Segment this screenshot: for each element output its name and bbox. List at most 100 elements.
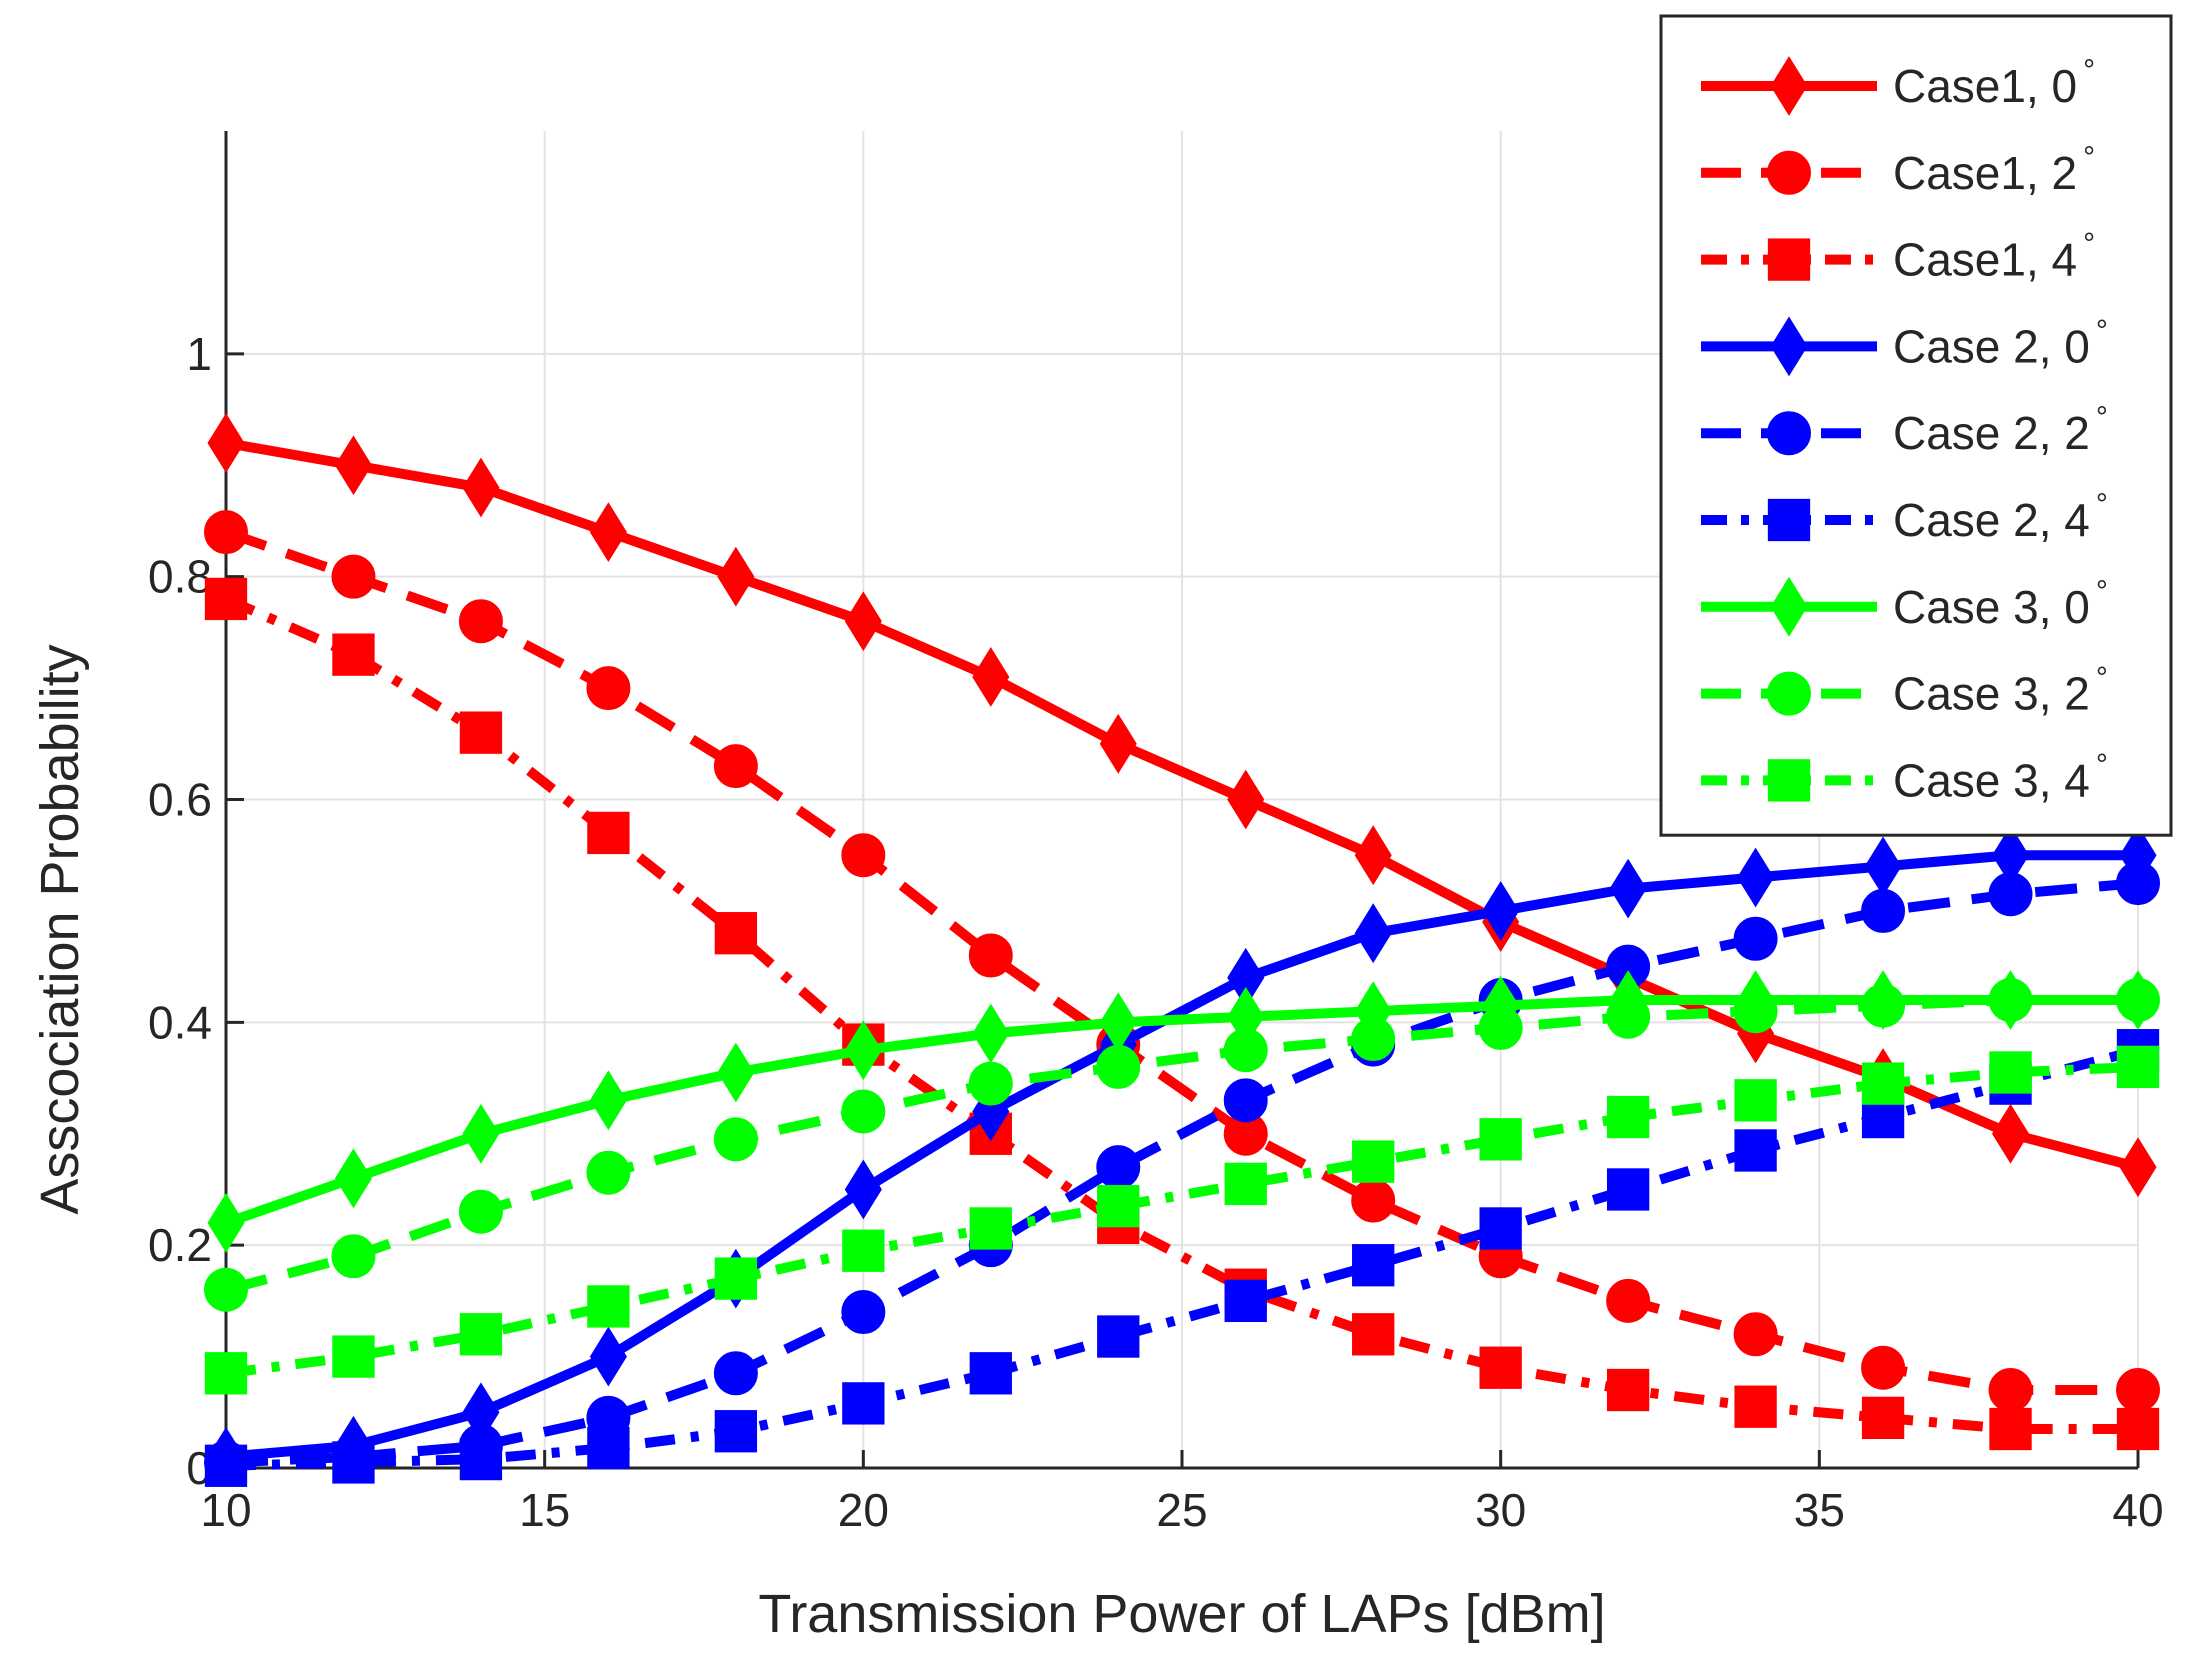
data-point	[972, 647, 1010, 707]
data-point	[1479, 1207, 1522, 1250]
data-point	[459, 1437, 503, 1481]
series-line	[225, 878, 2139, 1468]
legend-marker	[1770, 316, 1808, 377]
data-point	[204, 577, 248, 621]
data-point	[842, 1382, 885, 1425]
data-point	[589, 1070, 627, 1131]
data-point	[1606, 1278, 1651, 1323]
data-point	[1223, 1028, 1268, 1073]
data-point	[331, 554, 376, 599]
data-point	[459, 711, 503, 754]
legend-degree-symbol: °	[2096, 488, 2108, 521]
series-line	[223, 594, 2138, 1435]
y-tick-label: 0.4	[148, 996, 212, 1048]
data-point	[204, 1444, 248, 1487]
series-9	[204, 1045, 2160, 1395]
data-point	[2116, 1407, 2160, 1451]
series-line	[225, 1045, 2140, 1471]
data-point	[969, 1207, 1012, 1250]
series-line	[224, 995, 2138, 1295]
data-point	[1097, 1315, 1140, 1358]
data-point	[586, 666, 631, 711]
data-point	[1352, 1140, 1395, 1183]
legend-label: Case1, 2 °	[1893, 141, 2095, 199]
data-point	[204, 510, 248, 555]
data-point	[1734, 1079, 1777, 1122]
data-point	[207, 413, 245, 473]
data-point	[1861, 888, 1906, 933]
data-point	[1479, 1346, 1522, 1389]
y-tick-label: 1	[186, 328, 212, 380]
data-point	[713, 1351, 758, 1396]
data-point	[1227, 769, 1265, 830]
legend-item: Case 2, 2 °	[1701, 401, 2108, 459]
data-point	[587, 1426, 630, 1470]
legend-item: Case1, 4 °	[1701, 228, 2095, 286]
legend-label: Case 2, 2 °	[1893, 401, 2108, 459]
data-point	[331, 1234, 376, 1279]
data-series	[204, 413, 2160, 1487]
data-point	[1478, 1005, 1523, 1050]
data-point	[2119, 1137, 2157, 1198]
legend-item: Case 2, 0 °	[1701, 314, 2108, 377]
x-tick-label: 15	[519, 1484, 570, 1536]
legend-marker	[1767, 759, 1811, 802]
data-point	[1733, 989, 1778, 1034]
data-point	[844, 1020, 882, 1081]
data-point	[458, 1189, 503, 1234]
data-point	[459, 1313, 503, 1356]
y-tick-label: 0.8	[148, 551, 212, 603]
x-axis-label: Transmission Power of LAPs [dBm]	[758, 1584, 1605, 1644]
legend-label: Case 2, 0 °	[1893, 314, 2108, 372]
data-point	[714, 1410, 758, 1453]
legend-item: Case 3, 0 °	[1701, 575, 2108, 637]
data-point	[1989, 1051, 2032, 1094]
legend-label: Case1, 4 °	[1893, 228, 2095, 286]
data-point	[589, 502, 627, 562]
data-point	[1861, 1396, 1905, 1440]
data-point	[1223, 1078, 1268, 1123]
data-point	[1606, 994, 1651, 1039]
data-point	[1354, 825, 1392, 886]
data-point	[1609, 858, 1647, 919]
data-point	[332, 1335, 375, 1378]
series-line	[225, 1061, 2139, 1379]
x-tick-label: 20	[838, 1484, 889, 1536]
y-tick-label: 0.2	[148, 1219, 212, 1271]
data-point	[1861, 1062, 1905, 1105]
data-point	[972, 1003, 1010, 1064]
legend-marker	[1767, 671, 1811, 716]
legend-item: Case 3, 4 °	[1701, 748, 2108, 806]
data-point	[1479, 1118, 1522, 1161]
data-point	[1096, 1044, 1141, 1089]
data-point	[717, 1042, 755, 1103]
data-point	[458, 599, 503, 644]
data-point	[1351, 1017, 1396, 1062]
data-point	[844, 1159, 882, 1220]
data-point	[841, 833, 886, 878]
data-point	[462, 1103, 500, 1164]
data-point	[713, 1117, 758, 1162]
x-tick-label: 35	[1794, 1484, 1845, 1536]
legend-item: Case1, 0 °	[1701, 54, 2095, 116]
data-point	[204, 1267, 248, 1312]
legend-marker	[1767, 238, 1811, 281]
data-point	[1733, 916, 1778, 961]
data-point	[842, 1229, 885, 1272]
data-point	[714, 912, 758, 955]
series-2	[204, 510, 2160, 1413]
legend-label: Case 3, 4 °	[1893, 748, 2108, 806]
data-point	[1988, 978, 2033, 1023]
data-point	[1224, 1162, 1267, 1206]
legend-marker	[1767, 150, 1811, 195]
data-point	[1096, 1145, 1141, 1190]
series-8	[204, 978, 2160, 1312]
data-point	[1351, 1178, 1396, 1223]
legend-degree-symbol: °	[2083, 141, 2095, 174]
data-point	[587, 1285, 630, 1328]
legend-degree-symbol: °	[2083, 54, 2095, 87]
data-point	[1988, 1368, 2033, 1413]
data-point	[717, 546, 755, 607]
data-point	[586, 1150, 631, 1195]
